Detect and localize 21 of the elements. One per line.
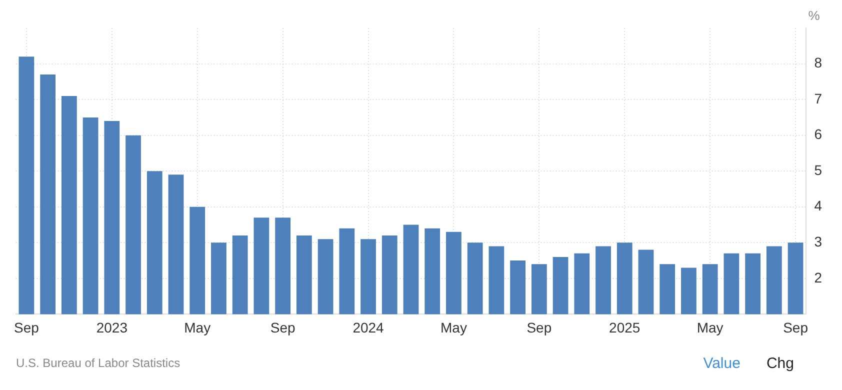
text: Chg <box>766 354 794 372</box>
x-tick-label: May <box>184 319 211 336</box>
y-tick-label: 8 <box>814 54 822 71</box>
x-tick-label: Sep <box>270 319 296 336</box>
y-tick-label: 6 <box>814 126 822 142</box>
x-tick-label: 2025 <box>609 319 640 336</box>
y-tick-label: 5 <box>814 162 822 178</box>
y-tick-label: 2 <box>814 269 822 286</box>
x-tick-label: May <box>440 319 467 336</box>
text: Value <box>703 354 740 372</box>
y-tick-label: 4 <box>814 198 822 214</box>
y-tick-label: 3 <box>814 234 822 250</box>
x-tick-label: Sep <box>783 319 808 336</box>
x-tick-label: 2023 <box>96 319 128 336</box>
y-tick-label: 7 <box>814 90 822 106</box>
x-tick-label: Sep <box>526 319 552 336</box>
x-tick-label: Sep <box>14 319 40 336</box>
x-tick-label: 2024 <box>352 319 384 336</box>
y-axis-title: % <box>808 8 820 24</box>
x-tick-label: May <box>696 319 724 336</box>
text: U.S. Bureau of Labor Statistics <box>16 356 182 370</box>
